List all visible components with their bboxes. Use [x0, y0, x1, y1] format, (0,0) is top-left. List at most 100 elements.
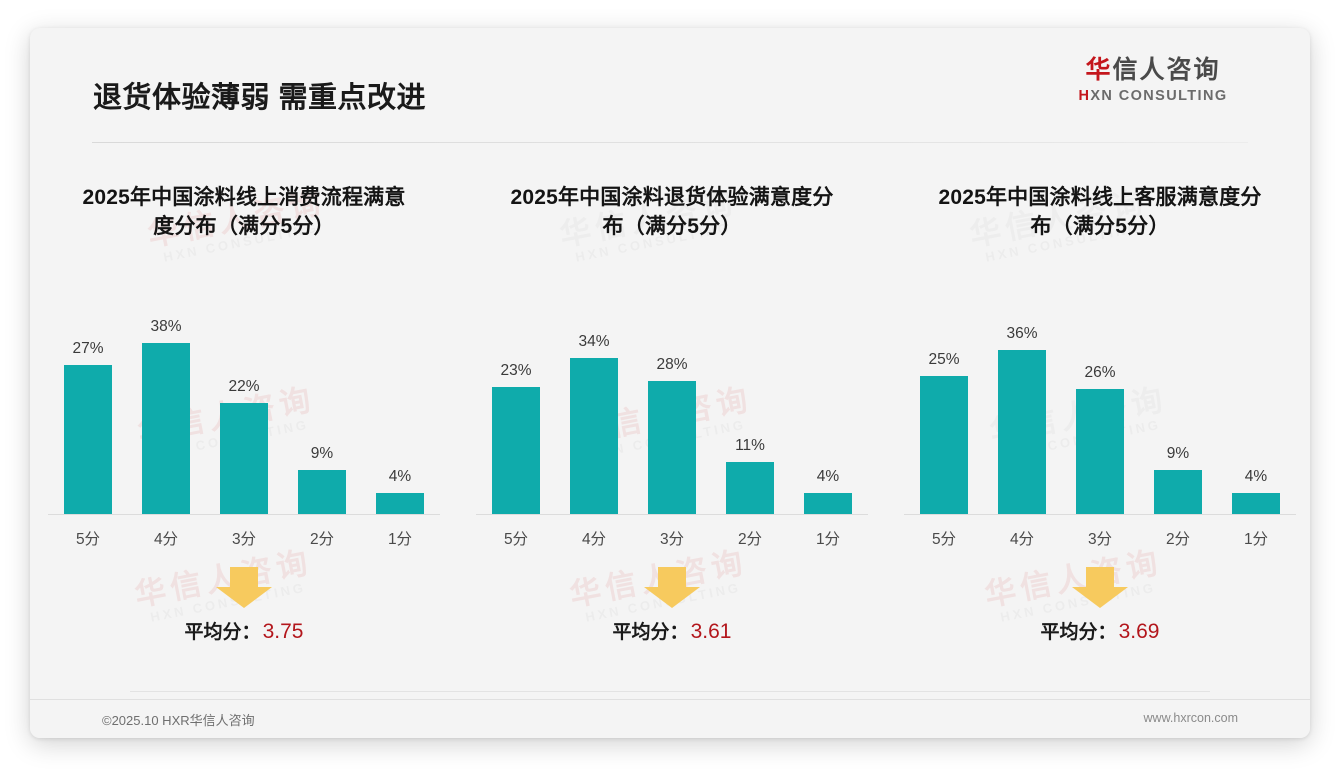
category-label: 5分 — [503, 531, 529, 549]
chart-title: 2025年中国涂料线上消费流程满意度分布（满分5分） — [82, 186, 406, 238]
category-label: 4分 — [153, 531, 179, 549]
average-score-value: 3.61 — [690, 620, 732, 644]
bar-value-label: 4% — [816, 468, 840, 486]
category-label: 3分 — [659, 531, 685, 549]
category-label: 4分 — [581, 531, 607, 549]
chart-title: 2025年中国涂料退货体验满意度分布（满分5分） — [510, 186, 834, 238]
logo-en-rest: XN CONSULTING — [1090, 87, 1228, 104]
bar-value-label: 38% — [150, 318, 182, 336]
bar-value-label: 4% — [388, 468, 412, 486]
chart-panel-2: 2025年中国涂料退货体验满意度分布（满分5分） 23% 34% 28% — [458, 158, 886, 678]
bar[interactable] — [376, 493, 424, 516]
bar-chart-3: 25% 36% 26% 9% — [904, 275, 1296, 516]
bar[interactable] — [570, 358, 618, 516]
bar[interactable] — [1232, 493, 1280, 516]
slide-header: 退货体验薄弱 需重点改进 华信人咨询 HXN CONSULTING — [30, 28, 1310, 128]
average-block: 平均分：3.69 — [935, 567, 1265, 644]
bars-container: 25% 36% 26% 9% — [904, 285, 1296, 516]
bar-value-label: 34% — [578, 333, 610, 351]
bar[interactable] — [804, 493, 852, 516]
bar[interactable] — [64, 365, 112, 516]
bar[interactable] — [920, 376, 968, 516]
category-label: 3分 — [1087, 531, 1113, 549]
bar-value-label: 22% — [228, 378, 260, 396]
bar-value-label: 27% — [72, 340, 104, 358]
bar-item: 25% — [912, 285, 976, 516]
x-axis-line — [48, 514, 440, 516]
bar-item: 27% — [56, 285, 120, 516]
bar-item: 9% — [1146, 285, 1210, 516]
chart-panel-3: 2025年中国涂料线上客服满意度分布（满分5分） 25% 36% 26% — [886, 158, 1310, 678]
bar[interactable] — [998, 350, 1046, 516]
average-score-label: 平均分： — [184, 622, 261, 644]
average-score-label: 平均分： — [1040, 622, 1117, 644]
average-score-line: 平均分：3.61 — [507, 617, 837, 644]
slide: 华信人咨询 HXN CONSULTING 华信人咨询 HXN CONSULTIN… — [30, 28, 1310, 738]
average-score-value: 3.75 — [262, 620, 304, 644]
logo-chinese: 华信人咨询 — [1058, 56, 1248, 85]
category-label: 1分 — [1243, 531, 1269, 549]
average-score-value: 3.69 — [1118, 620, 1160, 644]
bar[interactable] — [1076, 389, 1124, 516]
category-label: 5分 — [75, 531, 101, 549]
bar-item: 26% — [1068, 285, 1132, 516]
charts-row: 2025年中国涂料线上消费流程满意度分布（满分5分） 27% 38% 22% — [30, 158, 1310, 678]
bar-item: 38% — [134, 285, 198, 516]
category-labels: 5分 4分 3分 2分 1分 — [48, 515, 440, 549]
footer-divider — [30, 699, 1310, 700]
bar-item: 34% — [562, 285, 626, 516]
bar-item: 4% — [796, 285, 860, 516]
bar-item: 23% — [484, 285, 548, 516]
chart-panel-1: 2025年中国涂料线上消费流程满意度分布（满分5分） 27% 38% 22% — [30, 158, 458, 678]
category-label: 2分 — [1165, 531, 1191, 549]
down-arrow-icon — [644, 567, 700, 609]
x-axis-line — [476, 514, 868, 516]
bar-value-label: 9% — [1166, 445, 1190, 463]
category-label: 3分 — [231, 531, 257, 549]
category-label: 1分 — [815, 531, 841, 549]
bar[interactable] — [298, 470, 346, 516]
average-score-label: 平均分： — [612, 622, 689, 644]
logo-english: HXN CONSULTING — [1058, 88, 1248, 104]
down-arrow-icon — [1072, 567, 1128, 609]
bar[interactable] — [726, 462, 774, 516]
category-label: 4分 — [1009, 531, 1035, 549]
bar[interactable] — [1154, 470, 1202, 516]
bar-item: 4% — [1224, 285, 1288, 516]
bar-value-label: 28% — [656, 356, 688, 374]
bar-value-label: 4% — [1244, 468, 1268, 486]
bar-item: 36% — [990, 285, 1054, 516]
bar-item: 4% — [368, 285, 432, 516]
bar-value-label: 26% — [1084, 364, 1116, 382]
bar[interactable] — [142, 343, 190, 516]
average-score-line: 平均分：3.69 — [935, 617, 1265, 644]
x-axis-line — [904, 514, 1296, 516]
logo-en-highlight: H — [1078, 87, 1091, 104]
bar-chart-1: 27% 38% 22% 9% — [48, 275, 440, 516]
bar-value-label: 36% — [1006, 325, 1038, 343]
down-arrow-icon — [216, 567, 272, 609]
page-title: 退货体验薄弱 需重点改进 — [93, 82, 427, 114]
bar-item: 11% — [718, 285, 782, 516]
logo-cn-rest: 信人咨询 — [1112, 56, 1221, 84]
header-divider — [92, 142, 1248, 143]
bars-container: 23% 34% 28% 11% — [476, 285, 868, 516]
bar-chart-2: 23% 34% 28% 11% — [476, 275, 868, 516]
slide-footer: ©2025.10 HXR华信人咨询 www.hxrcon.com — [30, 700, 1310, 738]
bar-value-label: 25% — [928, 351, 960, 369]
bar[interactable] — [648, 381, 696, 516]
website-url[interactable]: www.hxrcon.com — [1143, 711, 1238, 725]
category-label: 5分 — [931, 531, 957, 549]
bar-value-label: 23% — [500, 362, 532, 380]
category-labels: 5分 4分 3分 2分 1分 — [904, 515, 1296, 549]
bar-item: 9% — [290, 285, 354, 516]
average-block: 平均分：3.61 — [507, 567, 837, 644]
bar[interactable] — [492, 387, 540, 516]
bar-value-label: 9% — [310, 445, 334, 463]
category-label: 1分 — [387, 531, 413, 549]
footnote-divider — [130, 691, 1210, 692]
category-label: 2分 — [737, 531, 763, 549]
bar-value-label: 11% — [735, 437, 765, 455]
category-labels: 5分 4分 3分 2分 1分 — [476, 515, 868, 549]
bar[interactable] — [220, 403, 268, 516]
